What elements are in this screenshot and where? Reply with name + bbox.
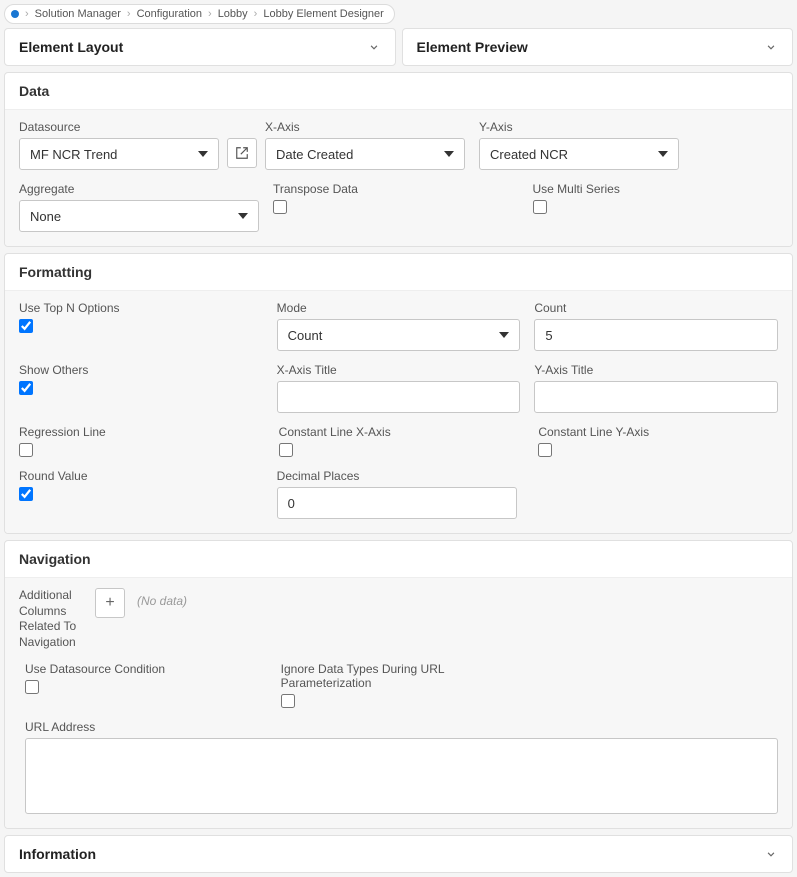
field-label: X-Axis Title	[277, 363, 521, 377]
mode-select[interactable]: Count	[277, 319, 521, 351]
section-formatting: Formatting Use Top N Options Mode Count …	[4, 253, 793, 534]
breadcrumb-item[interactable]: Solution Manager	[35, 8, 121, 20]
url-address-input[interactable]	[25, 738, 778, 814]
datasource-select[interactable]: MF NCR Trend	[19, 138, 219, 170]
yaxis-select[interactable]: Created NCR	[479, 138, 679, 170]
field-label: X-Axis	[265, 120, 465, 134]
caret-down-icon	[198, 151, 208, 157]
constant-x-checkbox[interactable]	[279, 443, 293, 457]
caret-down-icon	[499, 332, 509, 338]
round-checkbox[interactable]	[19, 487, 33, 501]
chevron-down-icon	[367, 40, 381, 54]
field-label: Aggregate	[19, 182, 259, 196]
nodata-text: (No data)	[137, 588, 187, 608]
select-value: MF NCR Trend	[30, 147, 117, 162]
select-value: Count	[288, 328, 323, 343]
field-label: Count	[534, 301, 778, 315]
field-label: Additional Columns Related To Navigation	[19, 588, 83, 650]
use-top-n-checkbox[interactable]	[19, 319, 33, 333]
select-value: Date Created	[276, 147, 353, 162]
field-label: Y-Axis Title	[534, 363, 778, 377]
field-label: Use Datasource Condition	[25, 662, 267, 676]
breadcrumb-home-icon[interactable]	[11, 10, 19, 18]
breadcrumb-item[interactable]: Configuration	[137, 8, 202, 20]
chevron-right-icon: ›	[127, 8, 131, 20]
ignore-data-types-checkbox[interactable]	[281, 694, 295, 708]
panel-information[interactable]: Information	[4, 835, 793, 873]
select-value: Created NCR	[490, 147, 568, 162]
caret-down-icon	[444, 151, 454, 157]
field-label: Decimal Places	[277, 469, 521, 483]
chevron-down-icon	[764, 40, 778, 54]
panel-title: Element Preview	[417, 39, 528, 55]
chevron-down-icon	[764, 847, 778, 861]
xaxis-title-input[interactable]	[277, 381, 521, 413]
section-data: Data Datasource MF NCR Trend X-Axis Date…	[4, 72, 793, 247]
add-column-button[interactable]: +	[95, 588, 125, 618]
field-label: Constant Line X-Axis	[279, 425, 519, 439]
caret-down-icon	[238, 213, 248, 219]
multiseries-checkbox[interactable]	[533, 200, 547, 214]
field-label: Datasource	[19, 120, 219, 134]
chevron-right-icon: ›	[254, 8, 258, 20]
show-others-checkbox[interactable]	[19, 381, 33, 395]
transpose-checkbox[interactable]	[273, 200, 287, 214]
field-label: Constant Line Y-Axis	[538, 425, 778, 439]
chevron-right-icon: ›	[208, 8, 212, 20]
field-label: Ignore Data Types During URL Parameteriz…	[281, 662, 523, 690]
field-label: Round Value	[19, 469, 263, 483]
field-label: Y-Axis	[479, 120, 679, 134]
regression-checkbox[interactable]	[19, 443, 33, 457]
breadcrumb: › Solution Manager › Configuration › Lob…	[4, 4, 395, 24]
use-datasource-condition-checkbox[interactable]	[25, 680, 39, 694]
count-input[interactable]: 5	[534, 319, 778, 351]
breadcrumb-item[interactable]: Lobby	[218, 8, 248, 20]
input-value: 5	[545, 328, 552, 343]
section-title: Data	[5, 73, 792, 110]
field-label: Use Top N Options	[19, 301, 263, 315]
field-label: URL Address	[25, 720, 778, 734]
external-link-icon	[235, 146, 249, 160]
panel-element-layout[interactable]: Element Layout	[4, 28, 396, 66]
xaxis-select[interactable]: Date Created	[265, 138, 465, 170]
section-title: Navigation	[5, 541, 792, 578]
field-label: Mode	[277, 301, 521, 315]
yaxis-title-input[interactable]	[534, 381, 778, 413]
caret-down-icon	[658, 151, 668, 157]
panel-element-preview[interactable]: Element Preview	[402, 28, 794, 66]
field-label: Transpose Data	[273, 182, 519, 196]
field-label: Regression Line	[19, 425, 259, 439]
chevron-right-icon: ›	[25, 8, 29, 20]
input-value: 0	[288, 496, 295, 511]
panel-title: Information	[19, 846, 96, 862]
plus-icon: +	[105, 594, 114, 612]
open-datasource-button[interactable]	[227, 138, 257, 168]
decimal-input[interactable]: 0	[277, 487, 517, 519]
section-navigation: Navigation Additional Columns Related To…	[4, 540, 793, 829]
breadcrumb-item[interactable]: Lobby Element Designer	[263, 8, 383, 20]
field-label: Use Multi Series	[533, 182, 779, 196]
section-title: Formatting	[5, 254, 792, 291]
field-label: Show Others	[19, 363, 263, 377]
constant-y-checkbox[interactable]	[538, 443, 552, 457]
panel-title: Element Layout	[19, 39, 123, 55]
select-value: None	[30, 209, 61, 224]
aggregate-select[interactable]: None	[19, 200, 259, 232]
